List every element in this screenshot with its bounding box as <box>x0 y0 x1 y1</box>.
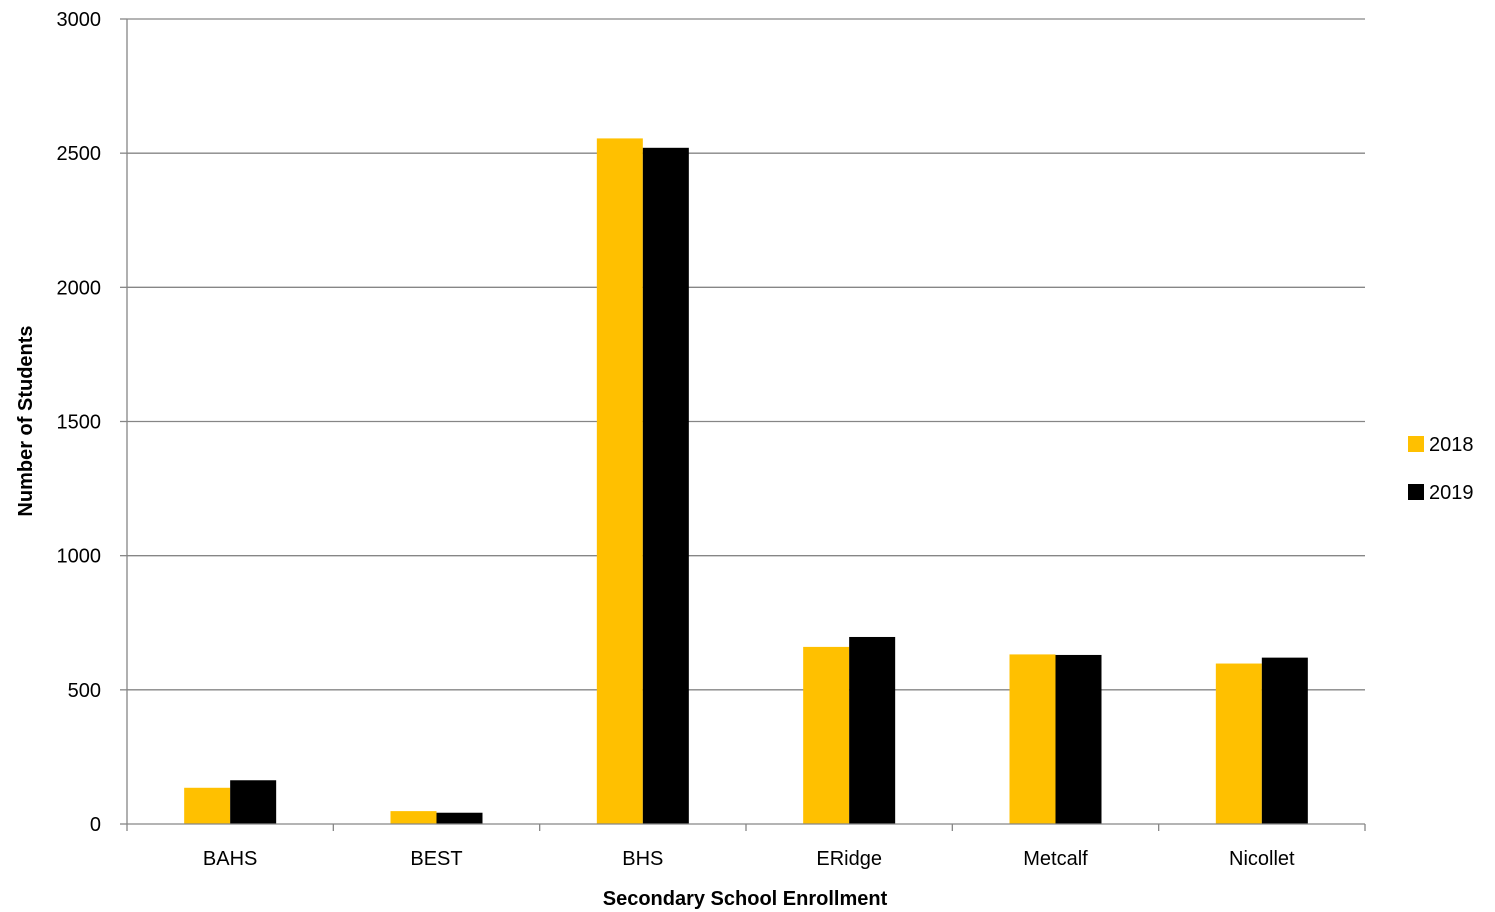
bar-2018-metcalf <box>1009 654 1056 824</box>
x-tick-label: Metcalf <box>1023 848 1088 870</box>
bar-2018-bahs <box>184 787 231 824</box>
bars <box>184 138 1308 825</box>
y-tick-label: 2500 <box>57 143 102 165</box>
bar-2019-best <box>436 812 483 824</box>
bar-2019-bhs <box>642 147 689 825</box>
y-tick-label: 1000 <box>57 546 102 568</box>
y-tick-label: 2000 <box>57 277 102 299</box>
legend-label-2019: 2019 <box>1429 482 1474 504</box>
y-tick-labels: 0 500 1000 1500 2000 2500 3000 <box>57 9 102 836</box>
y-tick-label: 0 <box>90 814 101 836</box>
bar-2018-eridge <box>803 646 850 824</box>
y-tick-label: 1500 <box>57 412 102 434</box>
x-tick-label: Nicollet <box>1229 848 1295 870</box>
x-tick-label: BAHS <box>203 848 257 870</box>
x-tick-label: BEST <box>410 848 462 870</box>
legend: 2018 2019 <box>1408 434 1474 504</box>
x-tick-label: ERidge <box>816 848 882 870</box>
bar-2018-nicollet <box>1215 663 1262 824</box>
legend-swatch-2018 <box>1408 436 1424 452</box>
bar-2018-bhs <box>596 138 643 825</box>
y-tick-label: 500 <box>68 680 101 702</box>
bar-2019-metcalf <box>1055 654 1102 824</box>
legend-label-2018: 2018 <box>1429 434 1474 456</box>
legend-swatch-2019 <box>1408 484 1424 500</box>
gridlines <box>127 18 1365 691</box>
y-axis-title: Number of Students <box>15 325 37 516</box>
bar-2019-bahs <box>230 780 277 824</box>
axes <box>120 18 1366 831</box>
bar-2018-best <box>390 811 437 824</box>
bar-2019-nicollet <box>1261 657 1308 824</box>
x-tick-label: BHS <box>622 848 663 870</box>
x-tick-labels: BAHS BEST BHS ERidge Metcalf Nicollet <box>203 848 1295 870</box>
bar-2019-eridge <box>849 636 896 824</box>
x-axis-title: Secondary School Enrollment <box>603 888 888 910</box>
y-tick-label: 3000 <box>57 9 102 31</box>
